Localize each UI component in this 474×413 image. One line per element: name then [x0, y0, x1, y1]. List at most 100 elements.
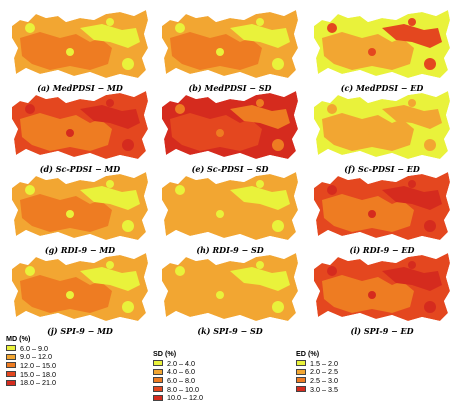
- map-region-spots: [382, 105, 442, 129]
- legend-swatch: [6, 362, 16, 369]
- map-region-spots: [382, 24, 442, 48]
- legend-item: 8.0 – 10.0: [153, 385, 203, 394]
- map-region-accent: [322, 113, 414, 151]
- map-region-spots: [230, 186, 290, 210]
- drought-map: [162, 91, 298, 159]
- map-spot: [66, 210, 74, 218]
- legend-label: 3.0 – 3.5: [310, 384, 338, 394]
- map-region-accent: [322, 32, 414, 70]
- legend-item: 4.0 – 6.0: [153, 367, 203, 376]
- panel-caption: (k) SPI-9 − SD: [197, 326, 263, 336]
- legend-item: 2.0 – 4.0: [153, 359, 203, 368]
- legend-item: 3.0 – 3.5: [296, 385, 338, 394]
- map-spot: [272, 139, 284, 151]
- map-spot: [424, 220, 436, 232]
- legend-item: 12.0 – 15.0: [6, 361, 56, 370]
- map-panel: (c) MedPDSI − ED: [312, 8, 452, 108]
- map-spot: [408, 99, 416, 107]
- map-spot: [25, 23, 35, 33]
- legend-swatch: [153, 386, 163, 393]
- map-spot: [106, 18, 114, 26]
- map-panel: (g) RDI-9 − MD: [10, 170, 150, 270]
- map-panel: (j) SPI-9 − MD: [10, 251, 150, 351]
- map-spot: [408, 180, 416, 188]
- map-spot: [122, 220, 134, 232]
- map-region-spots: [230, 267, 290, 291]
- drought-map: [162, 172, 298, 240]
- map-spot: [256, 18, 264, 26]
- drought-map: [12, 91, 148, 159]
- map-spot: [122, 58, 134, 70]
- legend-item: 15.0 – 18.0: [6, 370, 56, 379]
- legend-md: MD (%) 6.0 – 9.0 9.0 – 12.0 12.0 – 15.0 15.…: [6, 334, 56, 387]
- legend-label: 8.0 – 10.0: [167, 384, 199, 394]
- legend-ed-title: ED (%): [296, 349, 320, 358]
- map-spot: [66, 129, 74, 137]
- legend-label: 2.5 – 3.0: [310, 375, 338, 385]
- map-spot: [66, 48, 74, 56]
- map-spot: [122, 139, 134, 151]
- panel-caption: (d) Sc-PDSI − MD: [39, 164, 121, 174]
- map-region-accent: [322, 194, 414, 232]
- map-spot: [175, 266, 185, 276]
- map-region-spots: [80, 105, 140, 129]
- drought-map: [162, 10, 298, 78]
- map-region-accent: [20, 194, 112, 232]
- map-region-accent: [170, 194, 262, 232]
- map-region-accent: [170, 113, 262, 151]
- map-spot: [106, 99, 114, 107]
- legend-item: 2.0 – 2.5: [296, 367, 338, 376]
- map-panel: (f) Sc-PDSI − ED: [312, 89, 452, 189]
- panel-caption: (c) MedPDSI − ED: [340, 83, 424, 93]
- map-spot: [368, 48, 376, 56]
- legend-label: 6.0 – 8.0: [167, 375, 195, 385]
- map-spot: [25, 185, 35, 195]
- drought-map: [314, 253, 450, 321]
- map-spot: [175, 185, 185, 195]
- legend-item: 2.5 – 3.0: [296, 376, 338, 385]
- legend-label: 6.0 – 9.0: [20, 343, 48, 353]
- map-panel: (i) RDI-9 − ED: [312, 170, 452, 270]
- panel-caption: (b) MedPDSI − SD: [188, 83, 272, 93]
- legend-swatch: [153, 360, 163, 367]
- map-spot: [175, 23, 185, 33]
- panel-caption: (j) SPI-9 − MD: [47, 326, 113, 336]
- map-spot: [424, 139, 436, 151]
- legend-item: 1.5 – 2.0: [296, 359, 338, 368]
- map-region-accent: [20, 275, 112, 313]
- map-spot: [272, 301, 284, 313]
- legend-swatch: [153, 394, 163, 401]
- map-panel: (a) MedPDSI − MD: [10, 8, 150, 108]
- legend-swatch: [6, 379, 16, 386]
- legend-item: 9.0 – 12.0: [6, 352, 56, 362]
- map-spot: [256, 261, 264, 269]
- map-panel: (k) SPI-9 − SD: [160, 251, 300, 351]
- legend-swatch: [6, 353, 16, 360]
- drought-map: [314, 172, 450, 240]
- map-spot: [272, 58, 284, 70]
- legend-item: 18.0 – 21.0: [6, 378, 56, 387]
- map-spot: [368, 129, 376, 137]
- legend-swatch: [153, 368, 163, 375]
- legend-item: 6.0 – 8.0: [153, 376, 203, 385]
- legend-label: 2.0 – 4.0: [167, 358, 195, 368]
- map-spot: [424, 301, 436, 313]
- map-spot: [368, 291, 376, 299]
- legend-ed: ED (%) 1.5 – 2.0 2.0 – 2.5 2.5 – 3.0 3.0 – …: [296, 349, 338, 394]
- map-spot: [327, 185, 337, 195]
- map-spot: [424, 58, 436, 70]
- legend-label: 9.0 – 12.0: [20, 352, 52, 362]
- map-panel: (b) MedPDSI − SD: [160, 8, 300, 108]
- map-spot: [368, 210, 376, 218]
- legend-label: 1.5 – 2.0: [310, 358, 338, 368]
- map-spot: [25, 104, 35, 114]
- map-spot: [25, 266, 35, 276]
- drought-map: [314, 91, 450, 159]
- legend-label: 10.0 – 12.0: [167, 393, 203, 403]
- panel-caption: (e) Sc-PDSI − SD: [191, 164, 269, 174]
- legend-swatch: [296, 360, 306, 367]
- map-spot: [66, 291, 74, 299]
- legend-md-title: MD (%): [6, 334, 31, 343]
- map-region-spots: [80, 186, 140, 210]
- map-panel: (l) SPI-9 − ED: [312, 251, 452, 351]
